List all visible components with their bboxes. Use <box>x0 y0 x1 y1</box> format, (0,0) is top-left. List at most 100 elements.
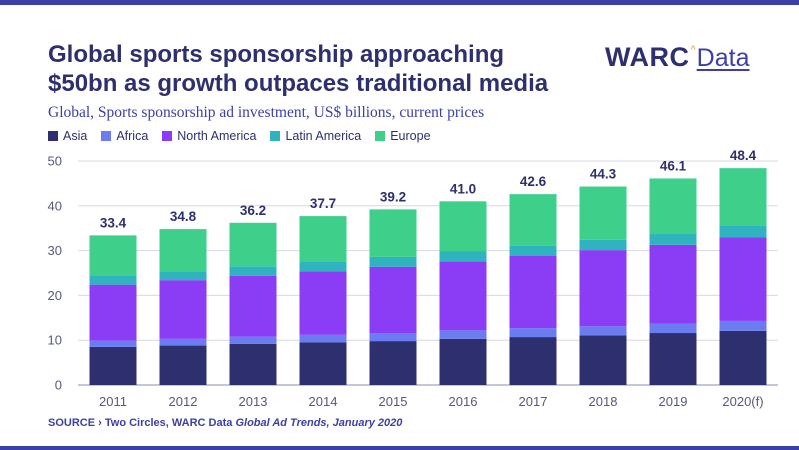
y-tick-label: 10 <box>48 333 62 348</box>
bar-total-label: 36.2 <box>240 203 266 218</box>
source-label: SOURCE <box>48 417 96 429</box>
bar-segment-asia <box>159 345 207 385</box>
bar-segment-africa <box>89 340 137 347</box>
legend-swatch-europe <box>375 131 386 141</box>
bar-segment-africa <box>369 333 417 342</box>
bar-total-label: 44.3 <box>590 167 617 182</box>
chart-title-line-2: $50bn as growth outpaces traditional med… <box>48 70 549 97</box>
bar-total-label: 39.2 <box>380 189 406 204</box>
legend-item-europe: Europe <box>375 129 431 143</box>
legend-swatch-africa <box>101 131 112 141</box>
bar-segment-africa <box>159 338 207 346</box>
source-text: Two Circles, WARC Data <box>104 417 233 429</box>
bar-total-label: 48.4 <box>730 148 757 163</box>
bar-segment-latin-america <box>439 251 487 262</box>
x-tick-label: 2016 <box>449 394 478 409</box>
bar-total-label: 42.6 <box>520 174 547 189</box>
x-tick-label: 2019 <box>659 394 688 409</box>
bar-segment-asia <box>229 343 277 385</box>
bar-segment-europe <box>229 222 277 267</box>
bottom-accent-bar <box>0 446 799 450</box>
bar-segment-latin-america <box>649 234 697 245</box>
bar-segment-asia <box>509 337 557 385</box>
bar-segment-north-america <box>89 284 137 341</box>
x-tick-label: 2018 <box>589 394 618 409</box>
bar-segment-latin-america <box>369 256 417 267</box>
x-tick-label: 2014 <box>309 394 338 409</box>
y-tick-label: 40 <box>48 198 62 213</box>
x-tick-label: 2015 <box>379 394 408 409</box>
bar-segment-africa <box>439 330 487 339</box>
top-accent-bar <box>0 0 799 5</box>
bar-segment-asia <box>439 338 487 385</box>
legend-item-north-america: North America <box>162 129 256 143</box>
bar-segment-africa <box>299 334 347 343</box>
bar-segment-africa <box>509 328 557 338</box>
bar-total-label: 33.4 <box>100 215 127 230</box>
bar-segment-latin-america <box>299 261 347 272</box>
legend-label-europe: Europe <box>390 129 431 143</box>
bar-segment-north-america <box>649 244 697 324</box>
logo-brand: WARC <box>605 42 690 72</box>
bar-segment-asia <box>719 330 767 385</box>
bar-segment-europe <box>719 168 767 226</box>
source-separator-icon: › <box>98 417 102 429</box>
legend-label-latin-america: Latin America <box>285 129 362 143</box>
bar-segment-latin-america <box>159 271 207 281</box>
chart-legend: Asia Africa North America Latin America … <box>48 129 431 143</box>
warc-data-logo: WARC^Data <box>605 42 749 74</box>
bar-segment-europe <box>89 235 137 276</box>
bar-segment-europe <box>299 216 347 262</box>
x-tick-label: 2011 <box>99 394 127 409</box>
bar-segment-latin-america <box>89 275 137 285</box>
bar-segment-north-america <box>369 266 417 334</box>
y-tick-label: 50 <box>48 154 62 169</box>
bar-segment-africa <box>719 320 767 331</box>
legend-label-asia: Asia <box>63 129 88 143</box>
y-tick-label: 20 <box>48 288 62 303</box>
legend-swatch-asia <box>48 131 58 141</box>
bar-segment-europe <box>369 209 417 257</box>
bar-segment-north-america <box>439 261 487 331</box>
legend-item-latin-america: Latin America <box>270 129 361 143</box>
bar-segment-asia <box>299 342 347 385</box>
logo-product: Data <box>696 44 750 72</box>
bar-segment-europe <box>439 201 487 252</box>
bar-segment-europe <box>649 178 697 235</box>
bar-segment-asia <box>369 341 417 385</box>
legend-swatch-latin-america <box>270 131 281 141</box>
source-note: SOURCE › Two Circles, WARC Data Global A… <box>48 417 402 429</box>
legend-label-north-america: North America <box>177 129 257 143</box>
legend-swatch-north-america <box>162 131 173 141</box>
legend-item-asia: Asia <box>48 129 87 143</box>
y-tick-label: 30 <box>48 243 62 258</box>
source-publication: Global Ad Trends, January 2020 <box>235 417 403 429</box>
bar-segment-latin-america <box>229 266 277 276</box>
bar-segment-europe <box>579 186 627 240</box>
bar-segment-north-america <box>159 280 207 339</box>
legend-item-africa: Africa <box>101 129 148 143</box>
bar-segment-north-america <box>299 271 347 335</box>
y-tick-label: 0 <box>55 378 62 393</box>
x-tick-label: 2020(f) <box>722 394 763 409</box>
bar-total-label: 41.0 <box>450 181 476 196</box>
bar-segment-latin-america <box>719 225 767 238</box>
x-tick-label: 2017 <box>519 394 548 409</box>
legend-label-africa: Africa <box>116 129 149 143</box>
bar-total-label: 46.1 <box>660 158 687 173</box>
chart-title: Global sports sponsorship approaching $5… <box>48 40 588 98</box>
bar-segment-europe <box>159 229 207 272</box>
bar-segment-latin-america <box>579 239 627 251</box>
chart-title-line-1: Global sports sponsorship approaching <box>48 41 505 68</box>
chart-subtitle: Global, Sports sponsorship ad investment… <box>48 104 485 121</box>
bar-segment-europe <box>509 194 557 246</box>
logo-caret-icon: ^ <box>690 44 696 56</box>
bar-segment-north-america <box>719 237 767 321</box>
bar-segment-asia <box>579 335 627 385</box>
bar-segment-north-america <box>229 275 277 337</box>
bar-segment-asia <box>89 346 137 385</box>
bar-segment-africa <box>649 323 697 334</box>
bar-segment-africa <box>579 326 627 336</box>
bar-segment-latin-america <box>509 245 557 256</box>
